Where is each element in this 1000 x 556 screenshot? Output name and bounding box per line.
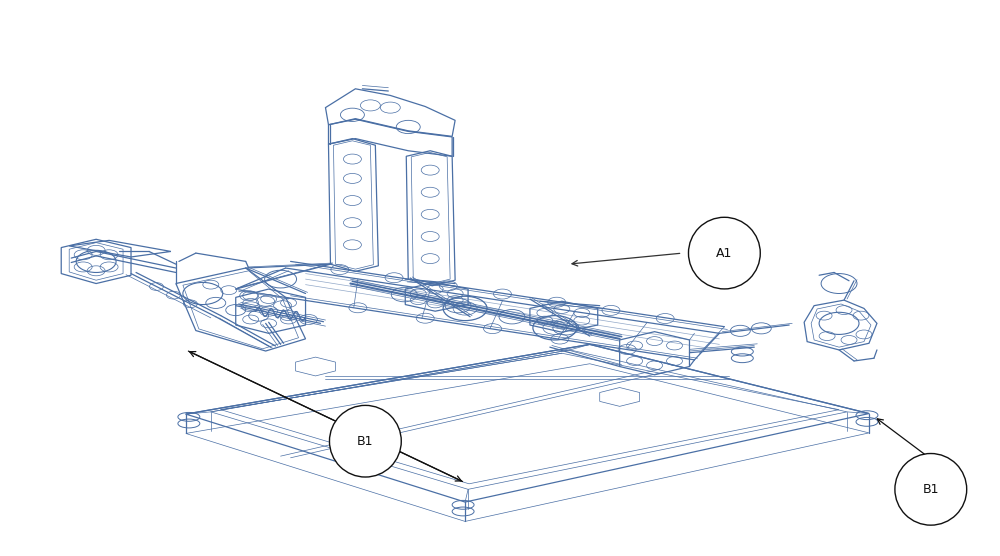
Text: B1: B1: [357, 435, 374, 448]
Ellipse shape: [895, 454, 967, 525]
Ellipse shape: [329, 405, 401, 477]
Text: B1: B1: [923, 483, 939, 496]
Text: A1: A1: [716, 247, 733, 260]
Ellipse shape: [688, 217, 760, 289]
